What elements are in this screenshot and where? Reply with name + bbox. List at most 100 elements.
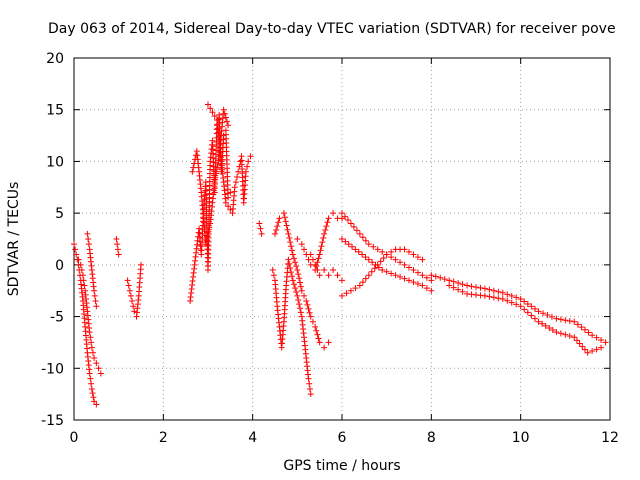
- data-point-interp: [283, 222, 290, 229]
- data-point: [535, 308, 542, 315]
- data-point: [499, 289, 506, 296]
- data-point-interp: [85, 241, 92, 248]
- data-point: [321, 230, 328, 237]
- series-trace-c: [84, 230, 100, 310]
- data-point: [339, 210, 345, 217]
- series-trace-a: [71, 241, 100, 408]
- data-point-interp: [406, 264, 412, 271]
- data-point-interp: [455, 279, 462, 286]
- data-point-interp: [589, 348, 596, 355]
- data-point-interp: [353, 227, 360, 234]
- data-point: [234, 173, 241, 180]
- data-point-interp: [224, 190, 231, 197]
- data-point-interp: [355, 248, 362, 255]
- data-point: [517, 295, 524, 302]
- y-tick-label: 20: [46, 51, 64, 67]
- data-point-interp: [546, 324, 553, 331]
- data-point: [276, 215, 283, 222]
- data-point-interp: [296, 275, 303, 282]
- data-point: [517, 303, 524, 310]
- data-point-interp: [292, 259, 299, 266]
- data-point-interp: [414, 280, 421, 287]
- data-point: [225, 122, 232, 129]
- data-point-interp: [297, 305, 304, 312]
- data-point-interp: [468, 291, 475, 298]
- data-point-interp: [286, 234, 293, 241]
- data-point-interp: [88, 380, 95, 387]
- data-point-interp: [287, 239, 294, 246]
- x-tick-label: 4: [248, 430, 257, 446]
- data-point: [446, 282, 453, 289]
- data-point-interp: [297, 309, 304, 316]
- data-point-interp: [211, 113, 218, 120]
- data-point: [325, 215, 332, 222]
- data-point-interp: [275, 219, 282, 226]
- y-tick-label: 10: [46, 154, 64, 170]
- data-point: [330, 210, 337, 217]
- data-point-interp: [212, 174, 219, 181]
- data-point-interp: [581, 326, 588, 333]
- data-point: [379, 267, 386, 274]
- data-point: [553, 315, 560, 322]
- series-trace-h: [205, 101, 254, 217]
- data-point-interp: [273, 226, 280, 233]
- data-point-interp: [87, 334, 94, 341]
- data-point: [499, 295, 506, 302]
- y-tick-label: -15: [41, 413, 64, 429]
- data-point-interp: [598, 337, 605, 344]
- data-point: [95, 365, 102, 372]
- y-tick-labels: -15 -10 -5 0 5 10 15 20: [41, 51, 64, 429]
- data-point: [365, 272, 372, 279]
- data-point-interp: [84, 345, 91, 352]
- data-point: [325, 339, 332, 346]
- data-point-interp: [524, 309, 531, 316]
- data-point-interp: [222, 114, 229, 121]
- data-point-interp: [290, 255, 297, 262]
- data-point-interp: [490, 287, 497, 294]
- chart-title: Day 063 of 2014, Sidereal Day-to-day VTE…: [48, 21, 616, 37]
- data-point: [294, 236, 301, 242]
- data-point-interp: [125, 282, 132, 289]
- data-point: [584, 349, 591, 356]
- data-point-interp: [319, 239, 326, 246]
- data-point-interp: [540, 310, 546, 317]
- data-point: [374, 246, 381, 253]
- data-point-interp: [414, 269, 421, 276]
- data-points: [71, 101, 609, 408]
- data-point-interp: [293, 263, 300, 270]
- data-point-interp: [578, 324, 585, 331]
- data-point: [428, 287, 435, 294]
- data-point-interp: [544, 312, 551, 319]
- data-point: [419, 282, 426, 289]
- data-point-interp: [288, 273, 295, 280]
- data-point-interp: [508, 292, 515, 299]
- data-point-interp: [437, 274, 444, 281]
- data-point: [481, 292, 488, 299]
- data-point-interp: [508, 299, 515, 306]
- data-point-interp: [362, 275, 369, 282]
- data-point-interp: [257, 225, 264, 232]
- data-point-interp: [388, 248, 395, 255]
- y-tick-label: -10: [41, 361, 64, 377]
- data-point-interp: [322, 226, 329, 233]
- x-axis-title: GPS time / hours: [283, 458, 400, 474]
- x-tick-label: 2: [159, 430, 168, 446]
- data-point-interp: [309, 318, 316, 325]
- data-point: [285, 230, 292, 237]
- data-point-interp: [221, 110, 228, 117]
- data-point-interp: [114, 246, 121, 253]
- data-point-interp: [204, 232, 211, 239]
- data-point-interp: [441, 276, 448, 283]
- data-point-interp: [314, 267, 321, 274]
- data-point-interp: [573, 337, 580, 344]
- data-point: [374, 261, 381, 268]
- data-point-interp: [350, 223, 357, 230]
- data-point-interp: [549, 327, 556, 334]
- data-point-interp: [377, 258, 384, 265]
- data-point-interp: [486, 286, 493, 293]
- data-point: [131, 308, 138, 315]
- data-point-interp: [397, 259, 404, 266]
- series-trace-b: [75, 256, 104, 377]
- data-point: [97, 370, 104, 377]
- data-point-interp: [581, 346, 588, 353]
